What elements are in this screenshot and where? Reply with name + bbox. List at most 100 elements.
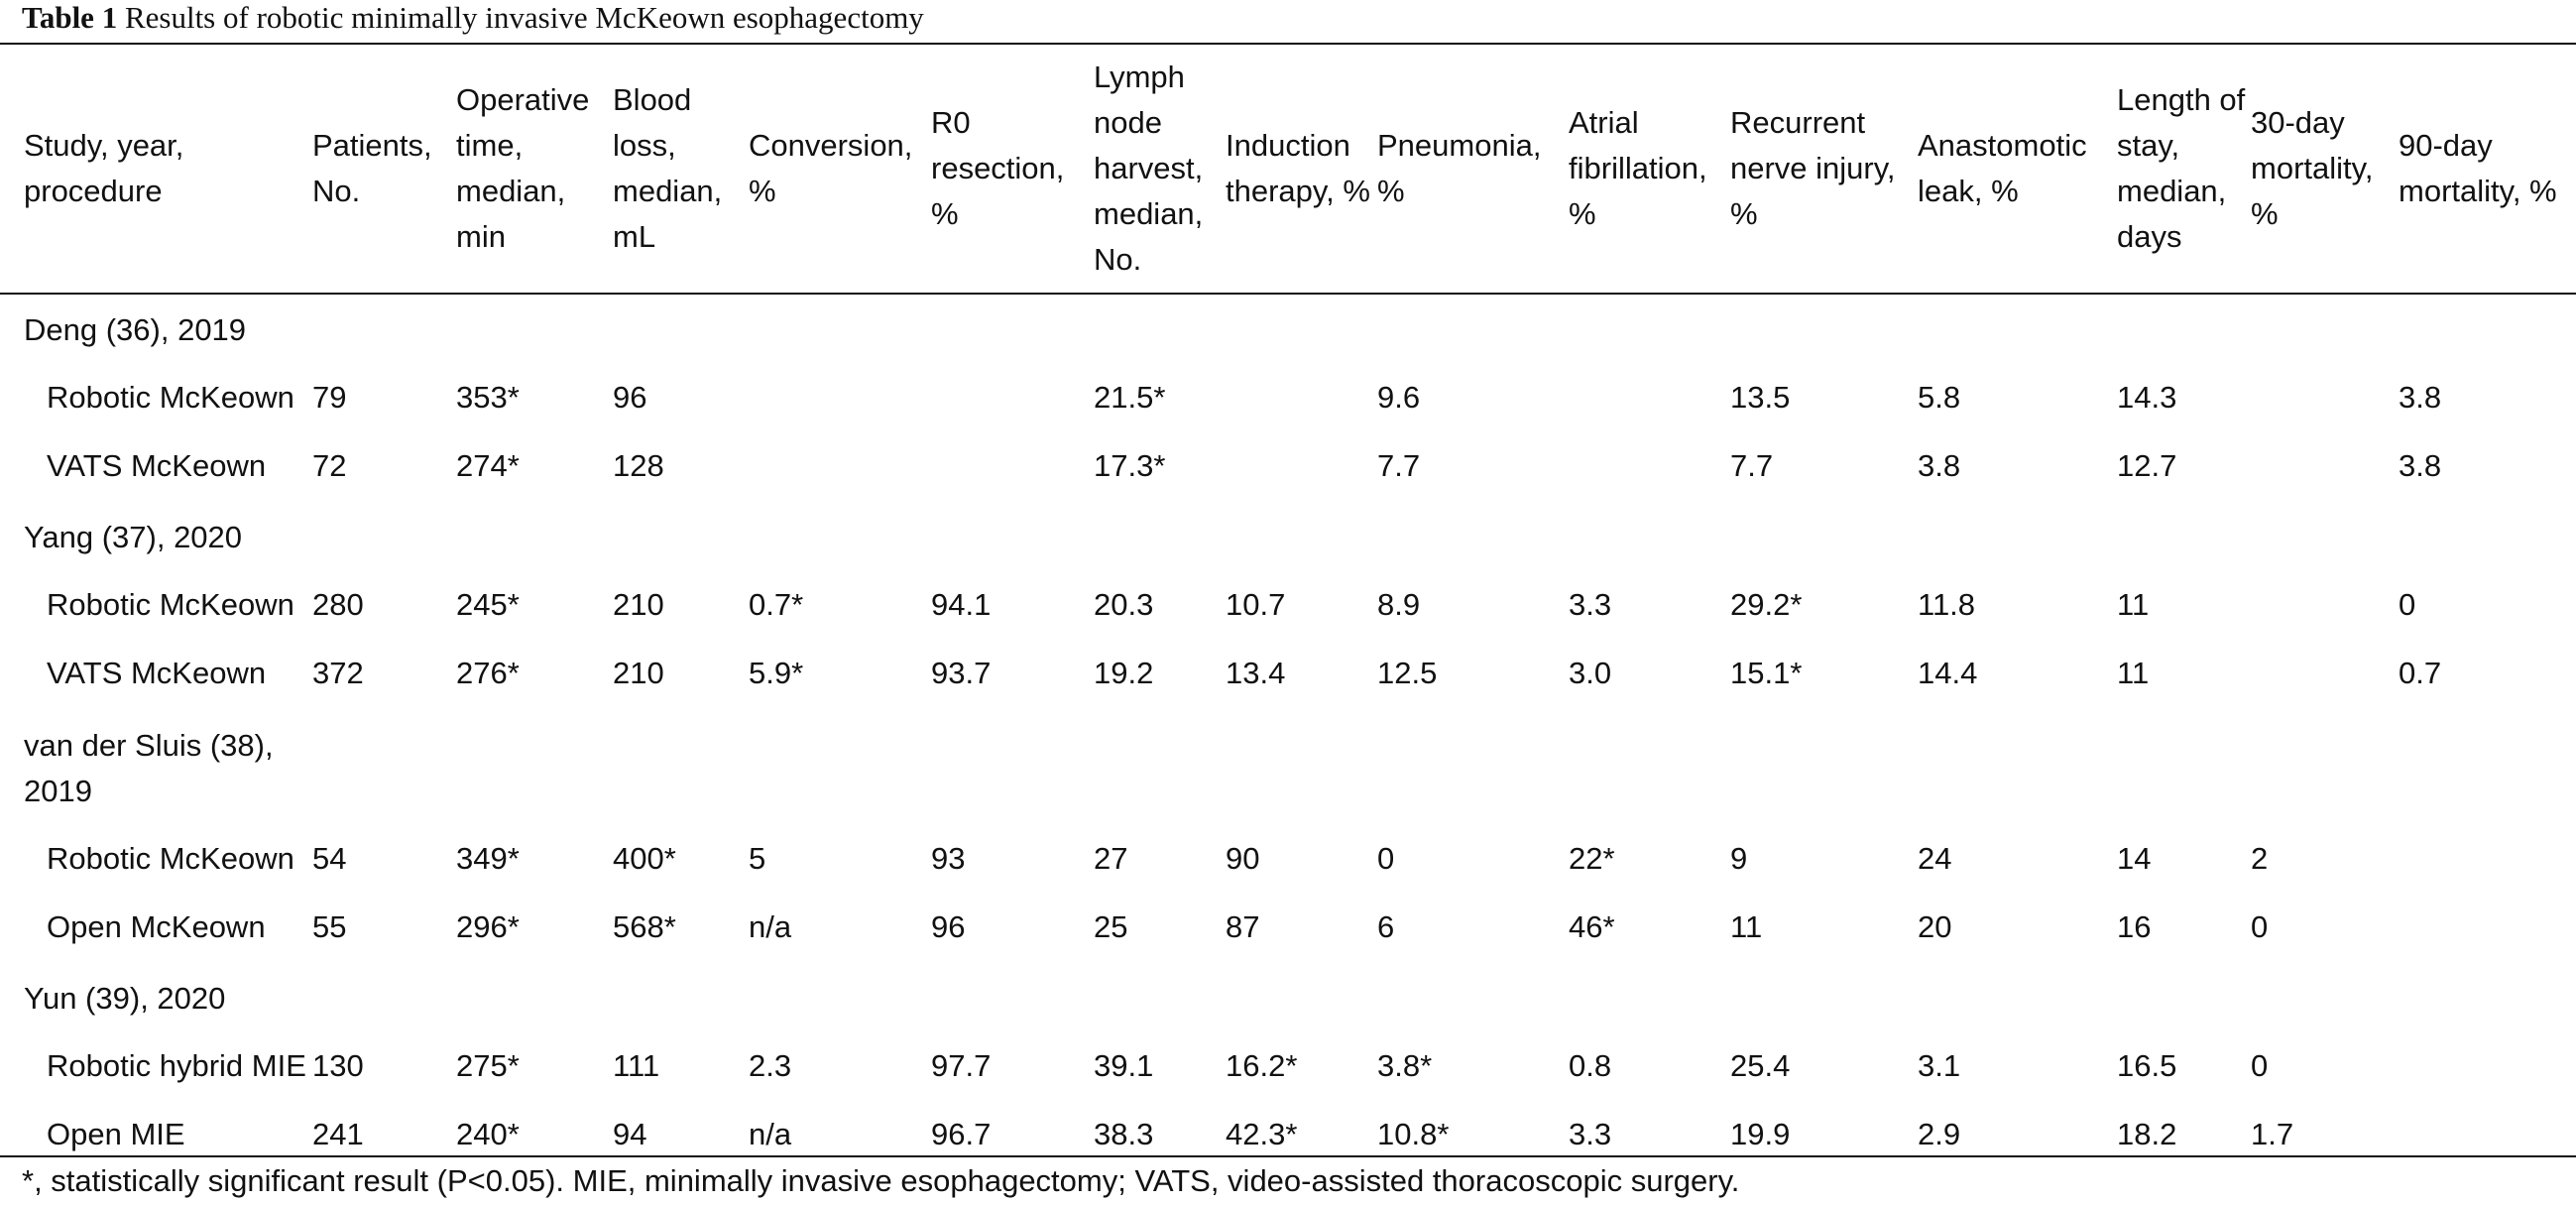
value-cell: 96: [931, 908, 966, 944]
value-cell: 0.7: [2399, 655, 2442, 690]
value-cell: 245*: [456, 587, 520, 623]
value-cell: 241: [312, 1116, 364, 1151]
results-table: Study, year, procedure Patients, No. Opera…: [0, 45, 2576, 1168]
value-cell: 10.8*: [1377, 1116, 1450, 1151]
table-title: Table 1 Results of robotic minimally inv…: [22, 0, 924, 36]
value-cell: 400*: [613, 841, 676, 877]
value-cell: 12.5: [1377, 655, 1438, 690]
table-row: Open MIE 241 240* 94 n/a 96.7 38.3 42.3* 10.8* 3.…: [0, 1101, 2576, 1169]
value-cell: 0: [2251, 908, 2269, 944]
value-cell: 79: [312, 380, 347, 416]
value-cell: 20: [1918, 908, 1952, 944]
column-header: 30-day mortality, %: [2251, 105, 2374, 231]
procedure-cell: Open McKeown: [47, 908, 266, 944]
column-header: Study, year, procedure: [24, 128, 184, 208]
value-cell: [2399, 894, 2576, 962]
header-rule: [0, 293, 2576, 295]
table-row: Robotic McKeown 54 349* 400* 5 93 27 90 0 22* 9 24 1…: [0, 825, 2576, 894]
value-cell: 5.8: [1918, 380, 1961, 416]
value-cell: 21.5*: [1094, 380, 1166, 416]
value-cell: 210: [613, 587, 664, 623]
value-cell: 0.7*: [749, 587, 804, 623]
table-row: Robotic hybrid MIE 130 275* 111 2.3 97.7 39.1 1…: [0, 1032, 2576, 1101]
value-cell: [1226, 364, 1377, 432]
value-cell: n/a: [749, 1116, 792, 1151]
value-cell: [2251, 571, 2399, 640]
value-cell: 29.2*: [1730, 587, 1803, 623]
study-name: Yang (37), 2020: [24, 520, 243, 554]
value-cell: 42.3*: [1226, 1116, 1298, 1151]
value-cell: [1569, 432, 1730, 501]
value-cell: 5.9*: [749, 655, 804, 690]
table-header: Study, year, procedure Patients, No. Opera…: [0, 45, 2576, 293]
value-cell: 38.3: [1094, 1116, 1154, 1151]
value-cell: 72: [312, 447, 347, 483]
column-header: Length of stay, median, days: [2117, 82, 2246, 254]
value-cell: 11: [2117, 655, 2150, 690]
value-cell: 10.7: [1226, 587, 1286, 623]
value-cell: 11.8: [1918, 587, 1976, 623]
study-group-row: Deng (36), 2019: [0, 293, 2576, 364]
procedure-cell: Robotic McKeown: [47, 380, 294, 416]
value-cell: 19.9: [1730, 1116, 1791, 1151]
procedure-cell: VATS McKeown: [47, 447, 267, 483]
value-cell: 11: [2117, 587, 2150, 623]
value-cell: 0: [2399, 587, 2416, 623]
value-cell: 54: [312, 841, 347, 877]
study-name: van der Sluis (38), 2019: [0, 707, 2576, 825]
table-caption: Results of robotic minimally invasive Mc…: [124, 0, 924, 35]
table-footnote: *, statistically significant result (P<0…: [22, 1163, 1740, 1198]
value-cell: 12.7: [2117, 447, 2177, 483]
value-cell: 2: [2251, 841, 2269, 877]
value-cell: 240*: [456, 1116, 520, 1151]
value-cell: 7.7: [1377, 447, 1421, 483]
value-cell: 14.4: [1918, 655, 1978, 690]
value-cell: 11: [1730, 908, 1763, 944]
table-row: VATS McKeown 372 276* 210 5.9* 93.7 19.2 13.4 12…: [0, 640, 2576, 708]
value-cell: 3.3: [1569, 587, 1612, 623]
value-cell: [1569, 364, 1730, 432]
value-cell: 14.3: [2117, 380, 2177, 416]
column-header: Pneumonia, %: [1377, 128, 1542, 208]
procedure-cell: VATS McKeown: [47, 655, 267, 690]
value-cell: 5: [749, 841, 766, 877]
value-cell: 90: [1226, 841, 1260, 877]
study-name-text: van der Sluis (38), 2019: [24, 727, 274, 808]
value-cell: 280: [312, 587, 364, 623]
column-header: 90-day mortality, %: [2399, 128, 2557, 208]
study-group-row: Yang (37), 2020: [0, 500, 2576, 571]
value-cell: 3.1: [1918, 1048, 1961, 1084]
table-body: Deng (36), 2019 Robotic McKeown 79 353* 96 21…: [0, 293, 2576, 1168]
study-group-row: Yun (39), 2020: [0, 961, 2576, 1032]
study-name: Yun (39), 2020: [24, 981, 226, 1016]
bottom-rule: [0, 1155, 2576, 1157]
value-cell: 3.3: [1569, 1116, 1612, 1151]
value-cell: 0: [2251, 1048, 2269, 1084]
value-cell: 210: [613, 655, 664, 690]
value-cell: 19.2: [1094, 655, 1154, 690]
value-cell: 97.7: [931, 1048, 992, 1084]
value-cell: [2251, 432, 2399, 501]
procedure-cell: Robotic McKeown: [47, 841, 294, 877]
procedure-cell: Robotic hybrid MIE: [47, 1048, 306, 1084]
value-cell: [2251, 364, 2399, 432]
table-row: Open McKeown 55 296* 568* n/a 96 25 87 6 46* 11 20 1…: [0, 894, 2576, 962]
value-cell: 93: [931, 841, 966, 877]
value-cell: 14: [2117, 841, 2152, 877]
value-cell: 274*: [456, 447, 520, 483]
table-number: Table 1: [22, 0, 118, 35]
value-cell: 0.8: [1569, 1048, 1612, 1084]
value-cell: 13.5: [1730, 380, 1791, 416]
value-cell: [1226, 432, 1377, 501]
value-cell: 22*: [1569, 841, 1615, 877]
value-cell: 13.4: [1226, 655, 1286, 690]
procedure-cell: Open MIE: [47, 1116, 185, 1151]
value-cell: 3.8: [2399, 380, 2442, 416]
value-cell: 16: [2117, 908, 2152, 944]
value-cell: 8.9: [1377, 587, 1421, 623]
value-cell: 3.8*: [1377, 1048, 1433, 1084]
value-cell: [749, 432, 931, 501]
value-cell: 372: [312, 655, 364, 690]
column-header: Blood loss, median, mL: [613, 82, 723, 254]
value-cell: 96.7: [931, 1116, 992, 1151]
